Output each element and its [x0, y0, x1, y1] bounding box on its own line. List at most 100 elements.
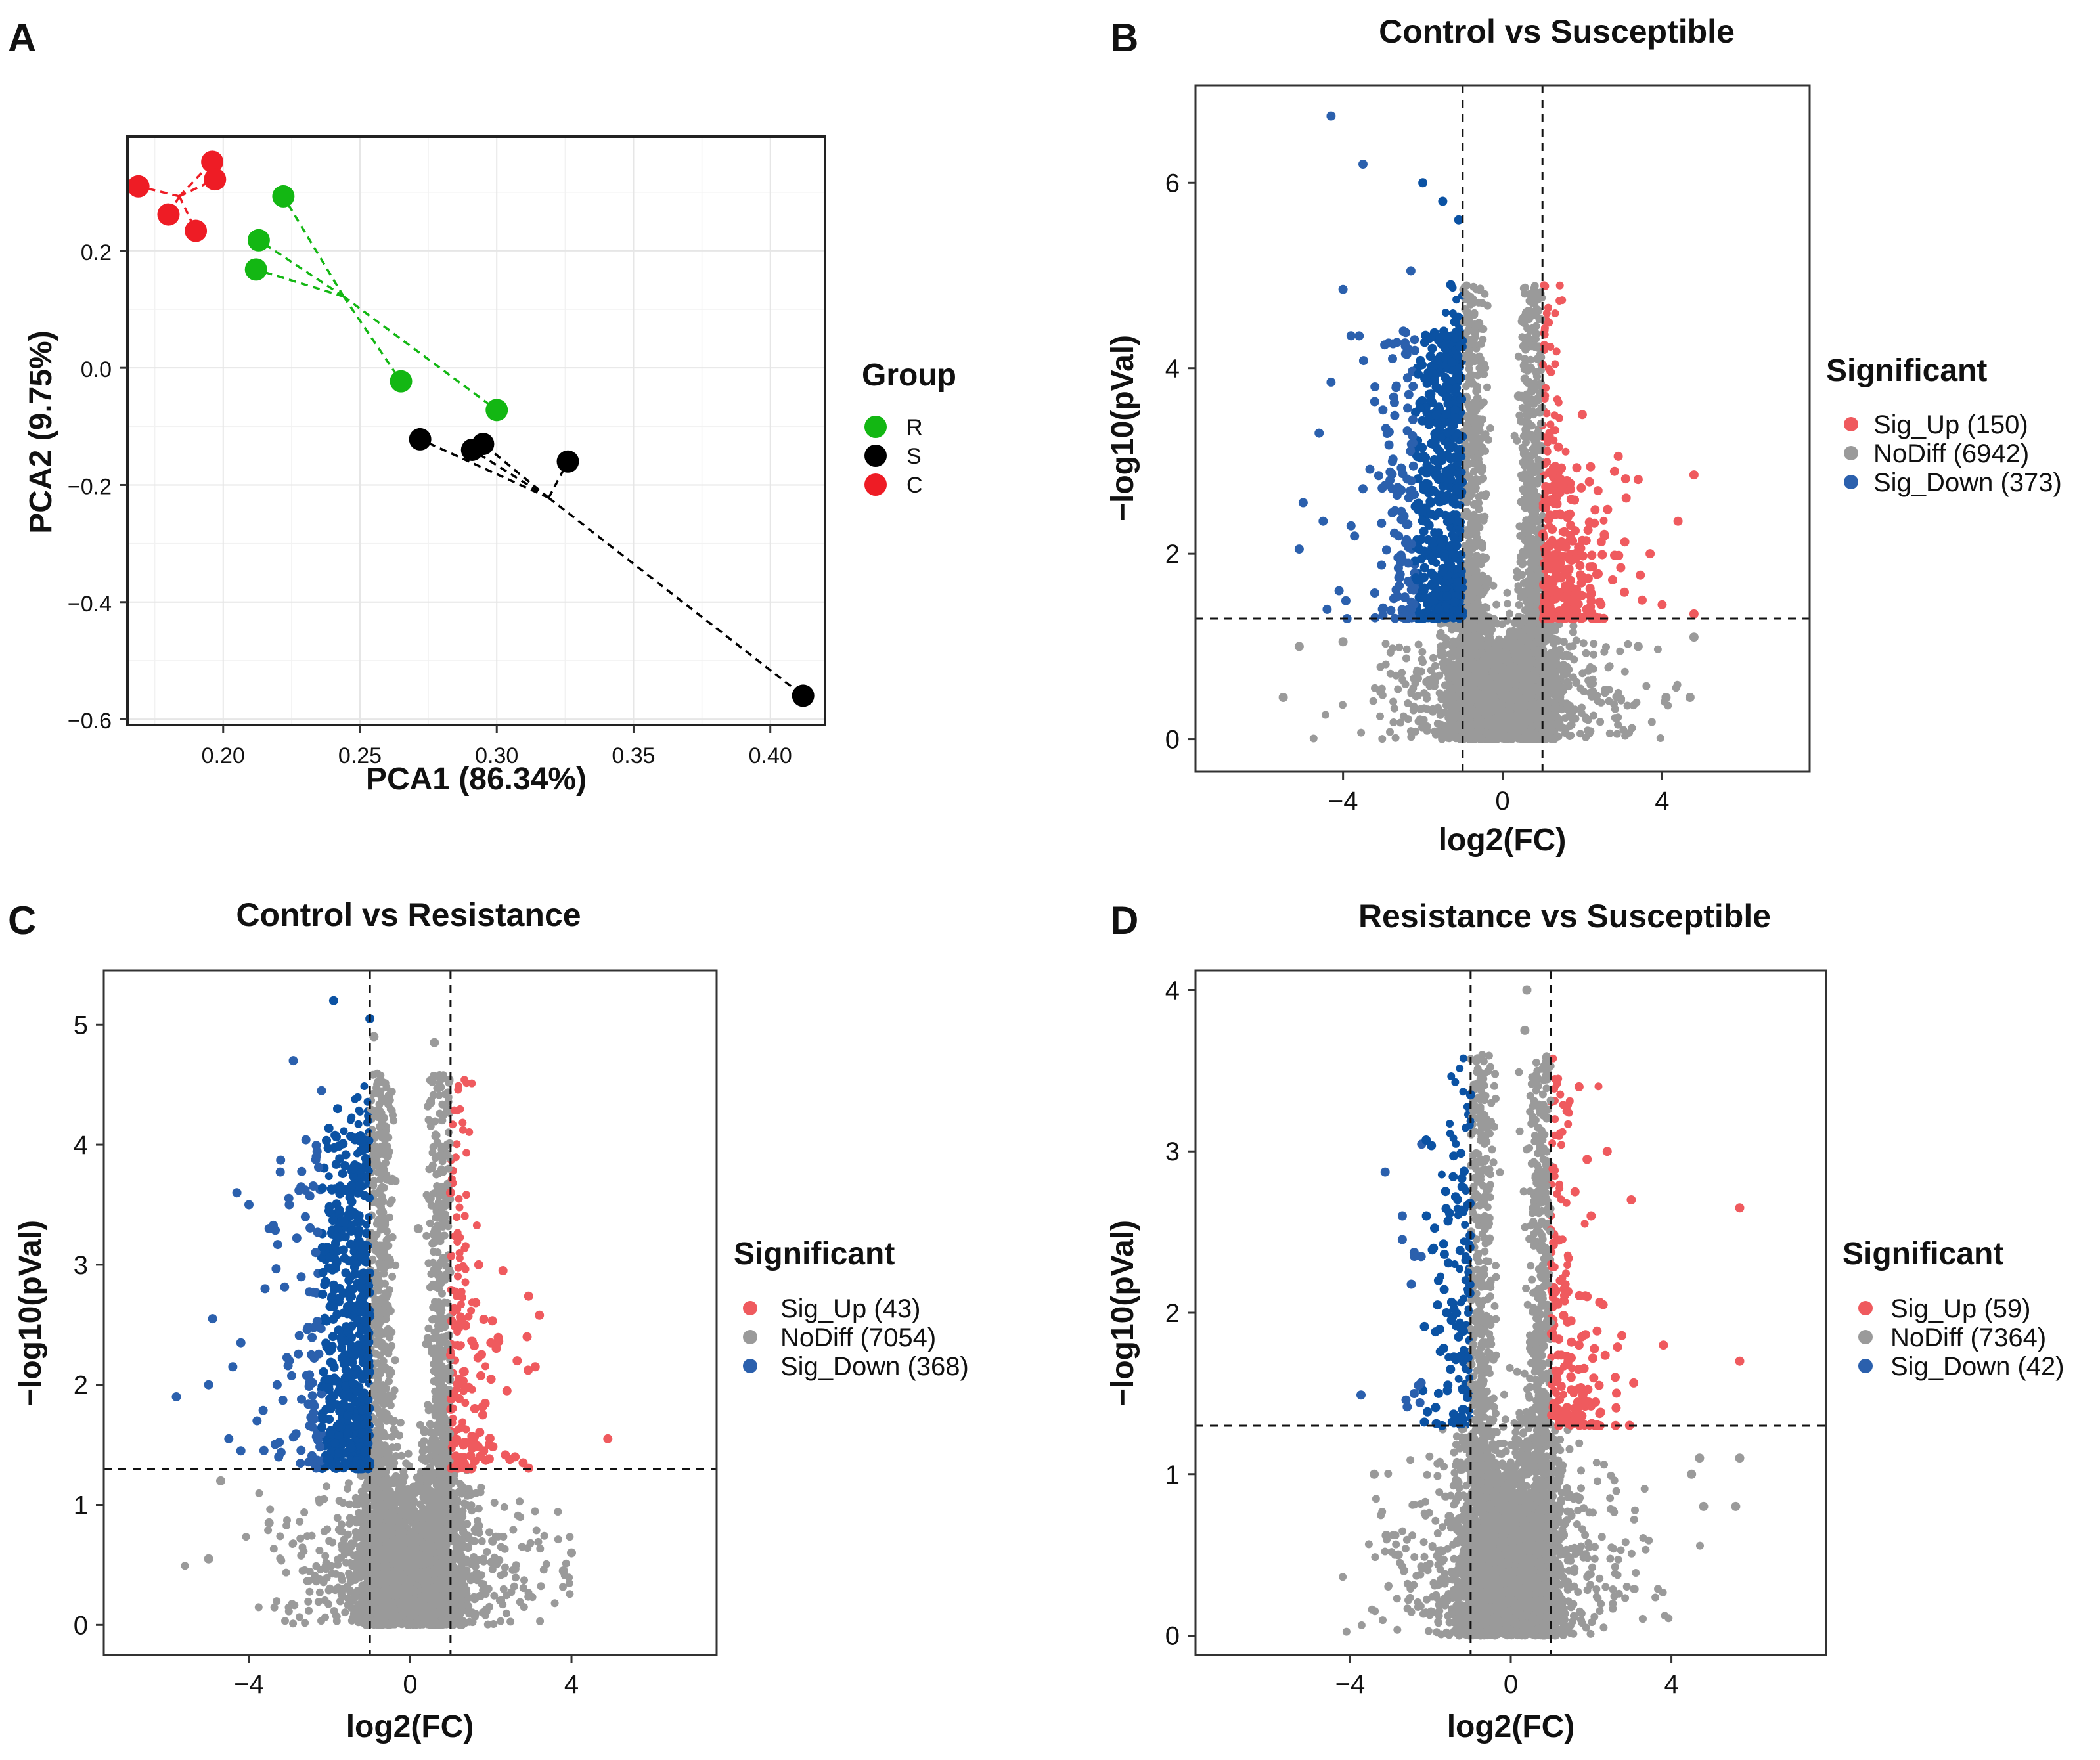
y-tick-label: −0.6	[68, 709, 112, 734]
data-point	[1309, 734, 1318, 743]
data-point	[1653, 645, 1662, 653]
data-point	[1558, 683, 1567, 692]
data-point	[1503, 588, 1511, 597]
data-point	[1483, 695, 1491, 704]
data-point	[1516, 531, 1525, 540]
data-point	[1552, 347, 1561, 356]
data-point	[1403, 403, 1412, 413]
data-point	[1381, 660, 1390, 669]
data-point	[1466, 405, 1475, 414]
data-point	[1524, 493, 1532, 501]
data-point	[1418, 516, 1427, 526]
data-point	[1504, 600, 1511, 608]
data-point	[1532, 335, 1540, 343]
pca-point-c	[157, 203, 180, 226]
y-tick-label: 0.2	[81, 240, 112, 265]
data-point	[1550, 705, 1558, 713]
x-tick-label: 0.40	[749, 743, 792, 768]
data-point	[1596, 718, 1605, 726]
legend-label-r: R	[906, 415, 923, 440]
data-point	[1565, 652, 1574, 661]
data-point	[1519, 632, 1527, 641]
centroid-line-s	[471, 449, 550, 499]
x-tick-label: 0.25	[338, 743, 382, 768]
data-point	[1370, 397, 1379, 407]
pca-point-r	[247, 229, 270, 252]
data-point	[1590, 640, 1598, 648]
data-point	[1471, 479, 1479, 488]
centroid-line-r	[342, 295, 498, 411]
data-point	[1478, 673, 1486, 682]
data-point	[1489, 667, 1498, 675]
data-point	[1470, 500, 1479, 509]
data-point	[1453, 733, 1462, 741]
data-point	[1423, 705, 1432, 714]
data-point	[1418, 648, 1427, 656]
data-point	[1527, 355, 1535, 364]
data-point	[1504, 701, 1513, 709]
data-point	[1517, 695, 1526, 704]
data-point	[1423, 726, 1431, 735]
data-point	[1444, 732, 1452, 740]
data-point	[1523, 378, 1532, 387]
legend-swatch-r	[864, 416, 887, 438]
data-point	[1605, 662, 1614, 671]
data-point	[1586, 727, 1595, 736]
data-point	[1477, 513, 1486, 521]
data-point	[1411, 727, 1419, 736]
pca-point-s	[409, 428, 432, 451]
panel-a-background	[127, 137, 825, 725]
data-point	[1517, 682, 1526, 690]
pca-point-r	[390, 370, 413, 393]
data-point	[1551, 646, 1559, 655]
pca-point-c	[185, 219, 208, 242]
data-point	[1386, 728, 1394, 736]
data-point	[1530, 343, 1539, 351]
x-tick-label: 0.20	[202, 743, 245, 768]
data-point	[1440, 633, 1448, 642]
data-point	[1378, 735, 1387, 743]
data-point	[1517, 715, 1526, 724]
data-point	[1551, 309, 1559, 317]
centroid-line-s	[548, 496, 804, 697]
data-point	[1441, 722, 1449, 730]
data-point	[1599, 516, 1608, 525]
data-point	[1390, 704, 1398, 713]
data-point	[1517, 471, 1525, 479]
data-point	[1475, 443, 1484, 451]
data-point	[1537, 714, 1546, 722]
data-point	[1530, 502, 1538, 510]
data-point	[1470, 309, 1479, 317]
data-point	[1474, 579, 1483, 587]
data-point	[1450, 705, 1459, 713]
data-point	[1509, 715, 1517, 724]
data-point	[1472, 690, 1481, 698]
data-point	[1498, 726, 1507, 735]
panel-a-x-axis-title: PCA1 (86.34%)	[366, 762, 587, 797]
data-point	[1487, 722, 1495, 730]
data-point	[1532, 638, 1540, 647]
data-point	[1483, 383, 1491, 391]
data-point	[1471, 330, 1479, 338]
data-point	[1376, 712, 1384, 720]
data-point	[1466, 575, 1475, 583]
data-point	[1431, 727, 1439, 736]
data-point	[1468, 447, 1477, 456]
data-point	[1481, 554, 1490, 563]
data-point	[1527, 726, 1535, 735]
data-point	[1533, 372, 1542, 381]
panel-b-points	[1278, 111, 1699, 743]
data-point	[1579, 639, 1588, 648]
data-point	[1369, 697, 1377, 705]
pca-point-s	[792, 684, 815, 707]
data-point	[1569, 642, 1577, 650]
data-point	[1465, 378, 1473, 387]
centroid-line-s	[419, 438, 550, 499]
data-point	[1394, 531, 1404, 541]
data-point	[1557, 666, 1566, 674]
data-point	[1664, 701, 1672, 710]
legend-label-c: C	[906, 473, 923, 498]
data-point	[1491, 656, 1500, 665]
data-point	[1413, 666, 1421, 674]
centroid-line-r	[282, 196, 345, 297]
